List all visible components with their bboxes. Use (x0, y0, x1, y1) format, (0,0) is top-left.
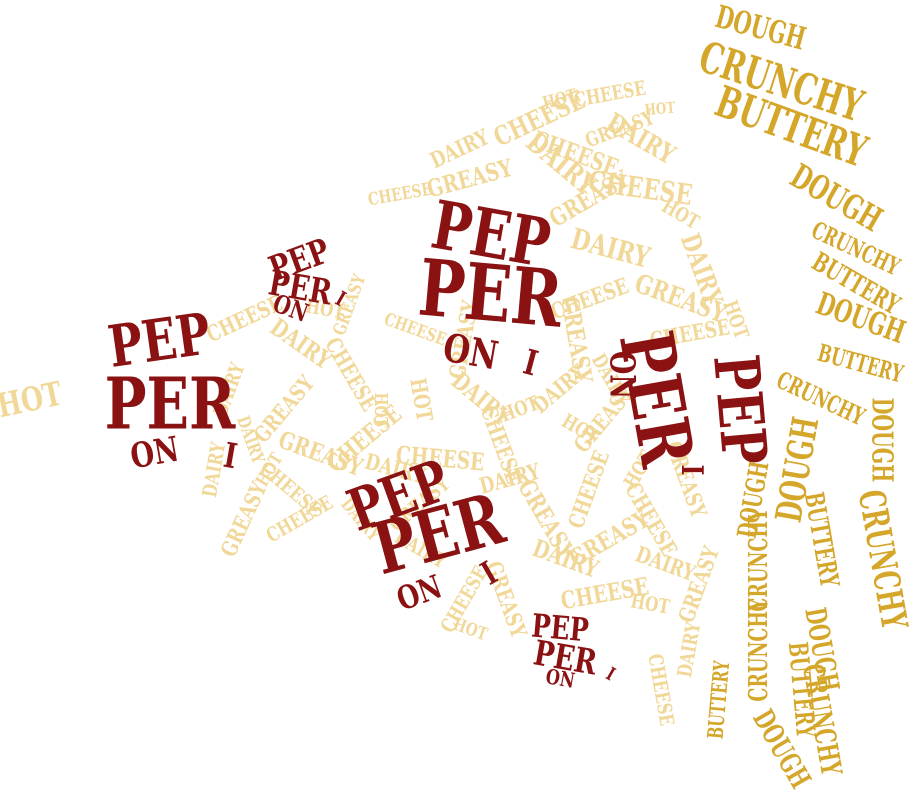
i-word: I (674, 465, 709, 476)
hot-word: HOT (405, 376, 438, 424)
on-word: ON (127, 429, 181, 477)
i-word: I (602, 662, 619, 685)
on-word: ON (602, 351, 642, 399)
hot-word: HOT (0, 373, 65, 425)
per-word: PER (602, 325, 711, 474)
per-word: PER (415, 241, 567, 346)
pep-word: PEP (104, 301, 214, 381)
cheese-word: CHEESE (572, 77, 648, 113)
cheese-word: CHEESE (563, 447, 615, 532)
per-word: PER (105, 363, 237, 447)
cheese-word: CHEESE (366, 178, 433, 210)
greasy-word: GREASY (216, 477, 273, 560)
cheese-word: CHEESE (643, 652, 679, 728)
crust-word-layer: DOUGHCRUNCHYBUTTERYDOUGHCRUNCHYBUTTERYDO… (693, 0, 916, 790)
hot-word: HOT (644, 99, 677, 120)
buttery-word: BUTTERY (798, 490, 845, 590)
pep-word: PEP (698, 352, 780, 468)
hot-word: HOT (629, 589, 672, 619)
crunchy-word: CRUNCHY (744, 508, 775, 612)
dough-word: DOUGH (865, 398, 899, 483)
pep-word: PEP (530, 606, 590, 649)
on-word: ON (440, 325, 502, 379)
crunchy-word: CRUNCHY (849, 487, 915, 634)
hot-word: HOT (370, 393, 391, 428)
crunchy-word: CRUNCHY (744, 598, 775, 702)
buttery-word: BUTTERY (704, 659, 736, 740)
i-word: I (519, 342, 542, 384)
dairy-word: DAIRY (673, 620, 706, 679)
on-word: ON (544, 665, 577, 693)
